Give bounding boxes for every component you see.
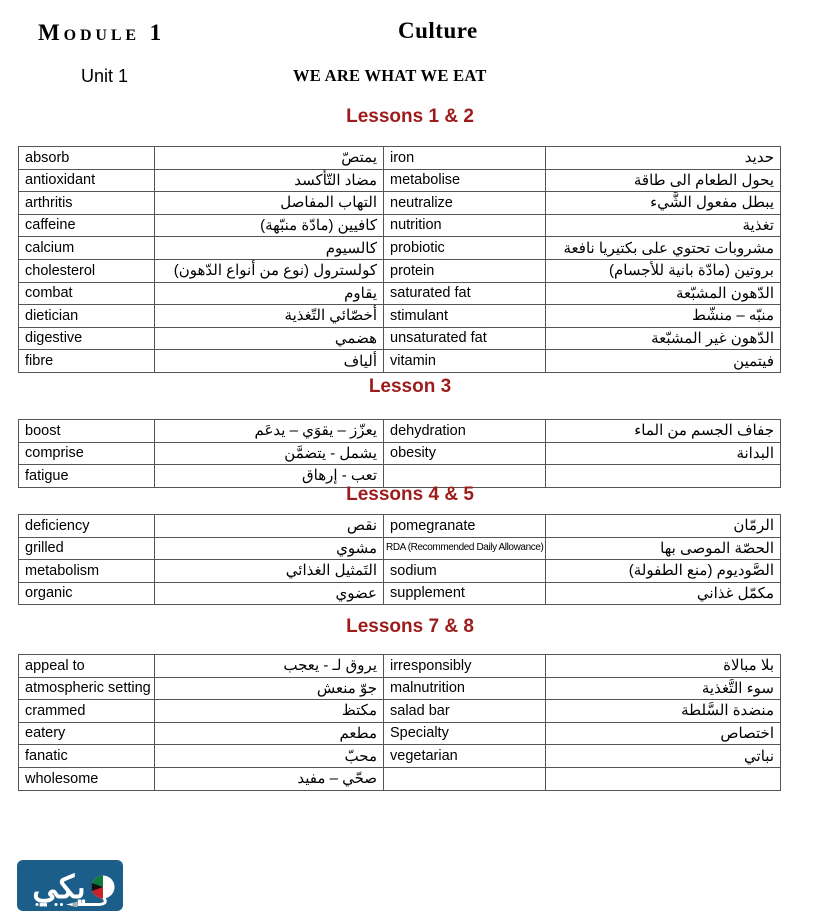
- svg-text:يكي: يكي: [32, 869, 85, 907]
